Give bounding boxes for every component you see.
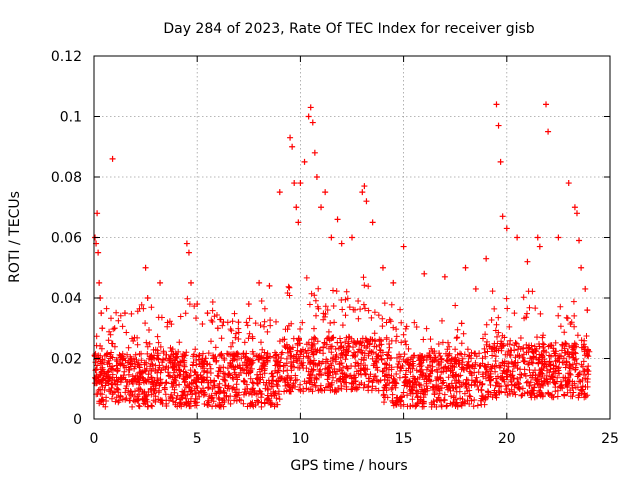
data-point <box>266 282 273 289</box>
data-point <box>96 279 103 286</box>
background-point-cloud <box>91 274 593 410</box>
data-point <box>390 279 397 286</box>
data-point <box>318 204 325 211</box>
data-point <box>109 155 116 162</box>
data-point <box>472 285 479 292</box>
data-point <box>565 180 572 187</box>
x-tick-label: 20 <box>498 431 516 447</box>
data-point <box>497 158 504 165</box>
data-point <box>495 122 502 129</box>
data-point <box>305 113 312 120</box>
data-point <box>313 174 320 180</box>
data-point <box>99 325 106 332</box>
data-point <box>322 189 329 196</box>
data-point <box>379 264 386 271</box>
data-point <box>555 234 562 241</box>
data-point <box>245 301 252 308</box>
axis-ticks: 0 5 10 15 20 25 0 0.02 0.04 0.06 0.08 0.1 0.12 <box>51 49 619 447</box>
data-point <box>98 310 105 317</box>
chart-title: Day 284 of 2023, Rate Of TEC Index for r… <box>163 21 534 37</box>
data-point <box>309 119 316 126</box>
data-point <box>576 237 583 244</box>
y-tick-label: 0.12 <box>51 49 82 65</box>
data-point <box>349 234 355 241</box>
data-point <box>301 158 308 165</box>
y-tick-label: 0.08 <box>51 170 82 186</box>
x-axis-label: GPS time / hours <box>290 458 407 474</box>
data-point <box>573 210 580 217</box>
y-axis-label: ROTI / TECUs <box>7 191 23 283</box>
data-point <box>289 143 296 150</box>
data-point <box>363 198 370 205</box>
data-point <box>185 249 192 256</box>
data-point <box>545 128 552 135</box>
data-point <box>144 295 151 301</box>
grid-lines <box>94 56 610 419</box>
data-point <box>578 264 585 271</box>
data-point <box>441 273 448 280</box>
x-tick-label: 5 <box>193 431 202 447</box>
data-point <box>121 310 128 317</box>
data-point <box>400 243 407 250</box>
data-point <box>291 180 298 187</box>
data-point <box>483 255 490 262</box>
data-point <box>499 213 506 220</box>
data-point <box>582 285 589 292</box>
data-point <box>514 234 521 241</box>
x-tick-label: 25 <box>601 431 619 447</box>
data-point <box>543 101 550 108</box>
data-point <box>188 279 195 286</box>
data-point <box>493 101 500 108</box>
data-point <box>183 240 190 247</box>
data-point <box>256 279 263 286</box>
data-point <box>276 189 283 196</box>
data-point <box>111 325 118 332</box>
y-tick-label: 0.1 <box>60 110 82 126</box>
x-tick-label: 0 <box>90 431 99 447</box>
x-tick-label: 10 <box>291 431 309 447</box>
data-point <box>194 301 201 308</box>
data-point <box>95 249 102 256</box>
data-point <box>584 307 591 314</box>
data-point <box>359 189 366 196</box>
y-tick-label: 0 <box>73 412 82 428</box>
data-point <box>297 180 304 187</box>
data-point <box>421 270 428 277</box>
data-point <box>94 210 101 217</box>
data-point <box>311 149 318 156</box>
data-point <box>571 204 578 211</box>
data-point <box>214 325 221 332</box>
data-point <box>287 134 294 141</box>
y-tick-label: 0.04 <box>51 291 82 307</box>
data-point <box>157 279 164 286</box>
data-point <box>295 219 302 226</box>
y-tick-label: 0.02 <box>51 352 82 368</box>
y-tick-label: 0.06 <box>51 231 82 247</box>
data-point <box>307 104 314 111</box>
data-point <box>328 234 335 241</box>
data-points <box>91 101 593 410</box>
data-point <box>204 310 211 317</box>
data-point <box>334 216 341 223</box>
data-point <box>235 319 242 326</box>
data-point <box>361 183 368 190</box>
data-point <box>534 234 541 241</box>
x-tick-label: 15 <box>395 431 413 447</box>
data-point <box>338 240 345 247</box>
data-point <box>293 204 300 211</box>
data-point <box>369 219 376 226</box>
data-point <box>536 243 543 250</box>
data-point <box>524 258 531 265</box>
data-point <box>142 264 149 271</box>
data-point <box>503 225 510 232</box>
data-point <box>462 264 469 271</box>
